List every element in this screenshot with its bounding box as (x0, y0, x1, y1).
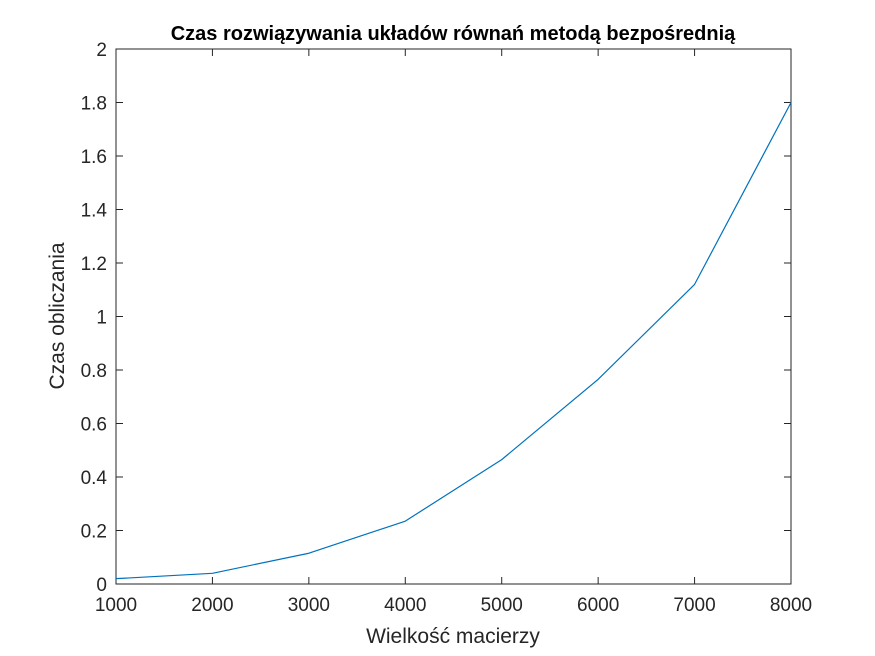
y-tick-label: 2 (96, 40, 107, 61)
x-axis-label: Wielkość macierzy (366, 625, 540, 648)
chart-title: Czas rozwiązywania układów równań metodą… (171, 23, 736, 45)
x-tick-label: 2000 (191, 595, 233, 616)
y-tick-label: 1.2 (81, 254, 107, 275)
x-axis-ticks: 1000 2000 3000 4000 5000 6000 7000 8000 (95, 49, 812, 616)
y-tick-label: 0.6 (81, 415, 107, 436)
y-tick-label: 1.8 (81, 94, 107, 115)
series-group (115, 102, 792, 580)
series-line (115, 102, 792, 580)
x-tick-label: 3000 (288, 595, 330, 616)
y-tick-label: 0.8 (81, 361, 107, 382)
axes (115, 48, 792, 585)
y-tick-label: 0.4 (81, 468, 108, 489)
y-tick-label: 1.6 (81, 147, 107, 168)
x-tick-label: 5000 (481, 595, 523, 616)
x-tick-label: 6000 (577, 595, 619, 616)
x-tick-label: 8000 (770, 595, 812, 616)
y-tick-label: 0.2 (81, 522, 107, 543)
y-axis-label: Czas obliczania (46, 242, 69, 389)
y-tick-label: 1.4 (81, 201, 108, 222)
x-tick-label: 4000 (384, 595, 426, 616)
y-axis-ticks: 0 0.2 0.4 0.6 0.8 1 1.2 1.4 1.6 1.8 2 (81, 40, 791, 596)
x-tick-label: 1000 (95, 595, 137, 616)
x-tick-label: 7000 (673, 595, 715, 616)
y-tick-label: 1 (96, 308, 107, 329)
y-tick-label: 0 (96, 575, 107, 596)
plot-frame (115, 48, 792, 585)
